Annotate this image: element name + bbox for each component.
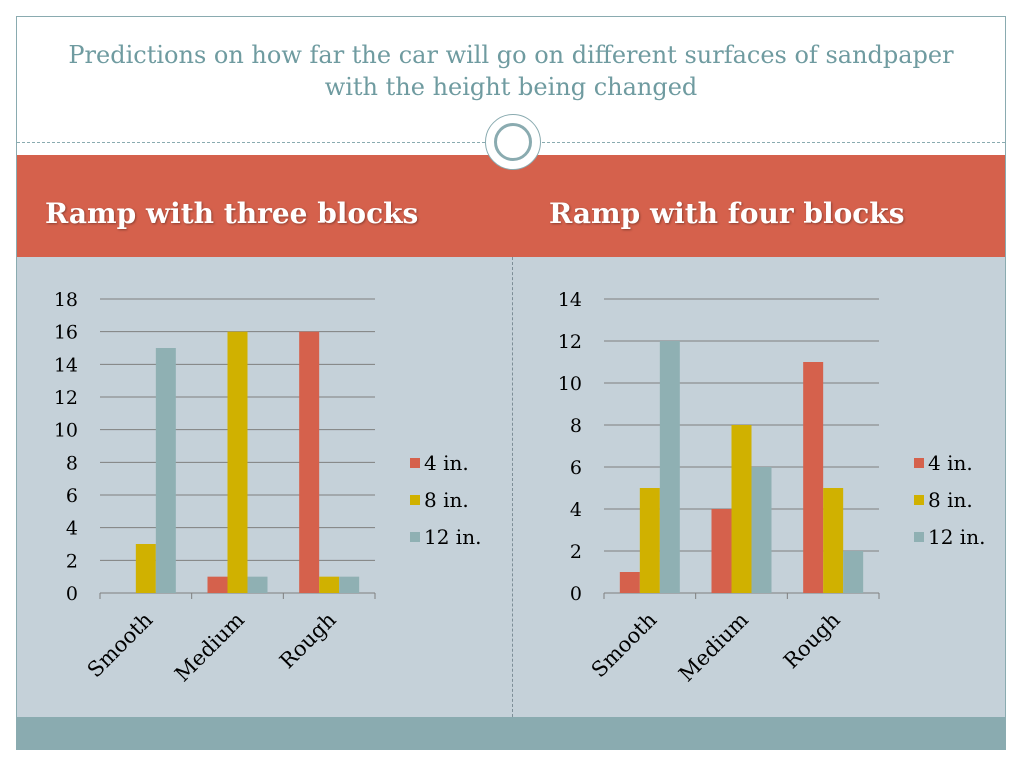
legend-label: 8 in. bbox=[424, 488, 469, 512]
category-label: Medium bbox=[674, 608, 753, 687]
y-tick-label: 4 bbox=[570, 499, 582, 521]
slide-title: Predictions on how far the car will go o… bbox=[68, 41, 954, 101]
legend-label: 12 in. bbox=[928, 525, 985, 549]
bar-medium-4in bbox=[711, 509, 732, 593]
y-tick-label: 6 bbox=[570, 457, 582, 479]
bar-rough-8in bbox=[319, 576, 340, 593]
chart-three-blocks: 0 2 4 6 8 10 12 14 16 18 Smooth Medium Rough 4 in. 8 i… bbox=[54, 289, 482, 687]
y-tick-label: 8 bbox=[66, 452, 78, 474]
bar-rough-8in bbox=[823, 488, 844, 593]
y-tick-label: 14 bbox=[558, 289, 582, 311]
bar-medium-8in bbox=[731, 425, 752, 593]
legend-swatch bbox=[914, 458, 924, 468]
y-tick-label: 18 bbox=[54, 289, 78, 311]
category-label: Rough bbox=[779, 608, 845, 674]
y-tick-label: 2 bbox=[66, 550, 78, 572]
legend-label: 4 in. bbox=[424, 451, 469, 475]
bar-rough-4in bbox=[803, 362, 824, 593]
y-tick-label: 8 bbox=[570, 415, 582, 437]
slide: Predictions on how far the car will go o… bbox=[16, 16, 1006, 750]
circle-ornament-icon bbox=[485, 114, 541, 170]
legend-label: 4 in. bbox=[928, 451, 973, 475]
header-band bbox=[17, 155, 1005, 257]
legend-swatch bbox=[410, 458, 420, 468]
bar-rough-12in bbox=[339, 576, 360, 593]
bar-medium-12in bbox=[751, 467, 772, 593]
y-tick-label: 4 bbox=[66, 518, 78, 540]
right-column-heading: Ramp with four blocks bbox=[549, 197, 905, 230]
y-tick-label: 2 bbox=[570, 541, 582, 563]
y-tick-label: 16 bbox=[54, 322, 78, 344]
legend-swatch bbox=[914, 495, 924, 505]
y-tick-label: 14 bbox=[54, 354, 78, 376]
chart-four-blocks: 0 2 4 6 8 10 12 14 Smooth Medium Rough 4 in. 8 in. 12… bbox=[558, 289, 986, 687]
y-tick-label: 12 bbox=[558, 331, 582, 353]
legend-label: 12 in. bbox=[424, 525, 481, 549]
bar-medium-8in bbox=[227, 331, 248, 593]
bar-smooth-12in bbox=[155, 348, 176, 593]
bar-smooth-12in bbox=[659, 341, 680, 593]
column-divider bbox=[512, 257, 513, 717]
left-column-heading: Ramp with three blocks bbox=[45, 197, 419, 230]
bar-smooth-4in bbox=[619, 572, 640, 593]
bar-smooth-8in bbox=[639, 488, 660, 593]
category-label: Smooth bbox=[83, 608, 158, 683]
legend-swatch bbox=[410, 532, 420, 542]
y-tick-label: 10 bbox=[54, 420, 78, 442]
y-tick-label: 10 bbox=[558, 373, 582, 395]
bar-medium-12in bbox=[247, 576, 268, 593]
bar-smooth-8in bbox=[135, 544, 156, 593]
category-label: Smooth bbox=[587, 608, 662, 683]
y-tick-label: 12 bbox=[54, 387, 78, 409]
y-tick-label: 0 bbox=[570, 583, 582, 605]
legend-label: 8 in. bbox=[928, 488, 973, 512]
bar-rough-12in bbox=[843, 551, 864, 593]
category-label: Rough bbox=[275, 608, 341, 674]
y-tick-label: 6 bbox=[66, 485, 78, 507]
bar-rough-4in bbox=[299, 331, 320, 593]
content-area bbox=[17, 257, 1005, 717]
bar-medium-4in bbox=[207, 576, 228, 593]
category-label: Medium bbox=[170, 608, 249, 687]
legend-swatch bbox=[914, 532, 924, 542]
legend-swatch bbox=[410, 495, 420, 505]
y-tick-label: 0 bbox=[66, 583, 78, 605]
footer-band bbox=[17, 717, 1005, 749]
